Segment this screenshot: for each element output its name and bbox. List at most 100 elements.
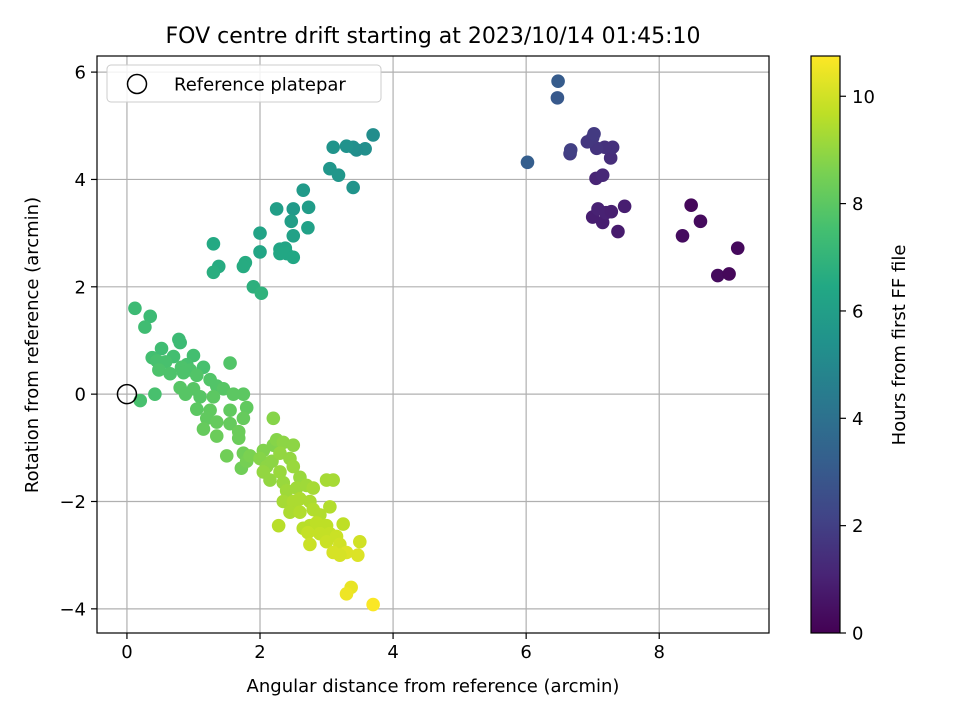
- data-point: [617, 199, 632, 214]
- data-point: [604, 204, 619, 219]
- data-point: [206, 265, 221, 280]
- data-point: [550, 91, 565, 105]
- data-point: [283, 505, 297, 520]
- data-point: [595, 168, 610, 182]
- x-ticks: 0 2 4 6 8: [121, 633, 665, 663]
- data-point: [710, 268, 725, 283]
- data-point: [319, 534, 334, 549]
- data-point: [190, 368, 204, 383]
- data-point: [206, 390, 221, 404]
- data-point: [603, 151, 618, 165]
- data-point: [675, 229, 690, 243]
- data-point: [306, 481, 321, 495]
- legend-marker-icon: [126, 73, 148, 95]
- plot-area: 0 2 4 6 8 −4 −2 0 2 4 6: [59, 55, 770, 663]
- y-tick-label: 4: [75, 170, 86, 191]
- data-point: [611, 224, 625, 239]
- data-point: [346, 180, 360, 195]
- data-point: [209, 429, 224, 443]
- colorbar-tick-label: 2: [852, 516, 863, 537]
- colorbar-tick-label: 6: [852, 301, 863, 322]
- grid: [97, 56, 769, 633]
- data-point: [296, 183, 311, 197]
- data-point: [273, 446, 287, 460]
- data-point: [209, 415, 224, 429]
- data-point: [226, 387, 241, 401]
- legend: Reference platepar: [106, 64, 382, 103]
- data-point: [216, 381, 231, 396]
- data-point: [301, 200, 316, 215]
- data-point: [206, 237, 221, 251]
- x-axis-label: Angular distance from reference (arcmin): [247, 676, 620, 697]
- data-point: [253, 245, 267, 259]
- data-point: [154, 341, 169, 356]
- data-point: [253, 226, 267, 240]
- data-point: [286, 229, 301, 243]
- data-point: [293, 505, 307, 520]
- data-point: [193, 390, 207, 404]
- y-tick-label: −2: [59, 492, 86, 513]
- data-point: [333, 548, 347, 562]
- legend-label: Reference platepar: [174, 75, 346, 96]
- data-point: [236, 387, 251, 401]
- colorbar: 0 2 4 6 8 10 Hours from first FF file: [810, 55, 910, 645]
- x-tick-label: 0: [121, 642, 132, 663]
- data-point: [286, 202, 301, 216]
- data-point: [273, 465, 287, 479]
- data-point: [563, 143, 578, 157]
- data-point: [693, 214, 708, 229]
- colorbar-tick-label: 10: [852, 87, 875, 108]
- data-point: [276, 494, 291, 509]
- colorbar-tick-label: 0: [852, 624, 863, 645]
- data-point: [223, 356, 237, 370]
- data-point: [231, 431, 246, 445]
- data-point: [587, 127, 601, 141]
- data-point: [196, 422, 211, 436]
- x-tick-label: 6: [520, 642, 531, 663]
- reference-marker: [116, 383, 138, 405]
- data-point: [128, 301, 142, 316]
- y-tick-label: 0: [75, 385, 86, 406]
- data-point: [152, 363, 166, 377]
- data-point: [236, 411, 251, 426]
- scatter-points: [128, 74, 745, 612]
- data-point: [366, 128, 380, 142]
- data-point: [339, 139, 354, 153]
- data-point: [190, 402, 204, 416]
- data-point: [303, 537, 317, 552]
- data-point: [284, 214, 299, 229]
- data-point: [722, 267, 736, 281]
- data-point: [254, 286, 269, 301]
- data-point: [351, 548, 365, 562]
- colorbar-label: Hours from first FF file: [889, 245, 910, 446]
- y-tick-label: 6: [75, 63, 86, 84]
- data-point: [730, 241, 745, 255]
- data-point: [176, 365, 191, 380]
- data-point: [273, 246, 287, 261]
- data-point: [331, 168, 346, 182]
- data-point: [684, 198, 698, 213]
- data-point: [301, 525, 315, 540]
- x-tick-label: 8: [653, 642, 664, 663]
- data-point: [353, 534, 367, 549]
- data-point: [178, 387, 193, 401]
- data-point: [219, 449, 234, 463]
- data-point: [269, 202, 284, 216]
- data-point: [239, 400, 254, 415]
- data-point: [271, 518, 286, 533]
- data-point: [236, 259, 251, 274]
- chart-title: FOV centre drift starting at 2023/10/14 …: [166, 24, 701, 49]
- data-point: [551, 74, 565, 89]
- data-point: [520, 155, 535, 170]
- data-point: [326, 140, 340, 155]
- data-point: [336, 517, 350, 531]
- y-axis-label: Rotation from reference (arcmin): [22, 197, 43, 493]
- data-point: [323, 500, 337, 514]
- data-point: [286, 438, 301, 452]
- data-point: [263, 473, 277, 487]
- x-tick-label: 4: [387, 642, 398, 663]
- x-tick-label: 2: [254, 642, 265, 663]
- data-point: [266, 411, 281, 426]
- reference-marker-group: [116, 383, 138, 405]
- data-point: [339, 587, 354, 601]
